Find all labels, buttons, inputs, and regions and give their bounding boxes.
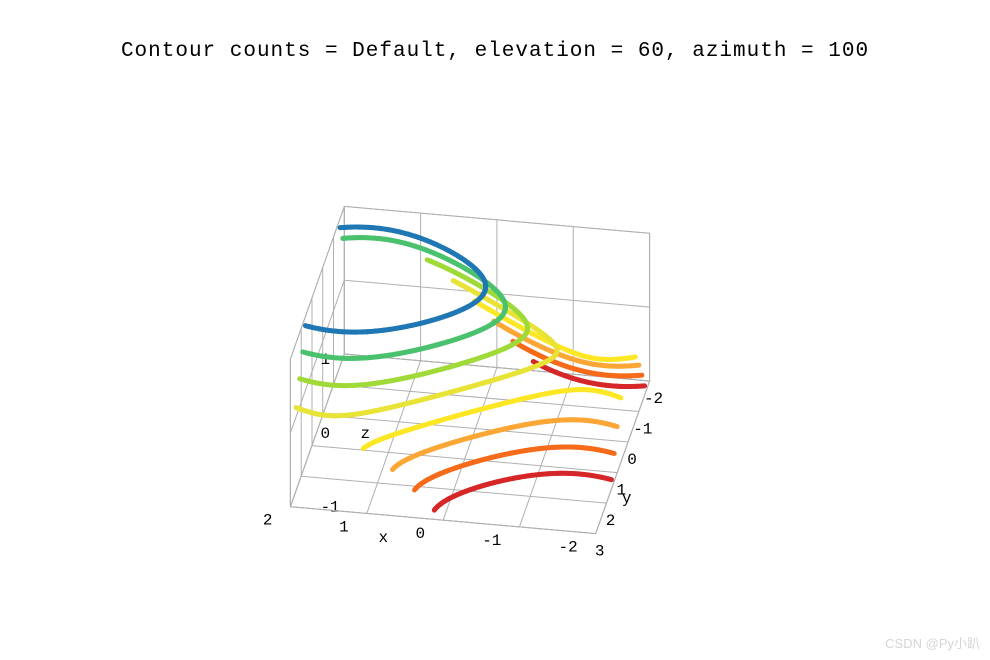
svg-text:-1: -1: [320, 499, 339, 517]
svg-text:1: 1: [339, 518, 349, 536]
svg-text:0: 0: [415, 525, 425, 543]
watermark: CSDN @Py小趴: [885, 633, 980, 652]
plot-3d: -2-1012x-2-10123y-101z: [0, 0, 990, 660]
svg-text:z: z: [360, 425, 370, 443]
svg-text:-1: -1: [482, 532, 501, 550]
figure: Contour counts = Default, elevation = 60…: [0, 0, 990, 660]
svg-text:3: 3: [595, 543, 605, 561]
svg-text:0: 0: [627, 451, 637, 469]
svg-text:x: x: [378, 529, 388, 547]
svg-text:2: 2: [263, 512, 273, 530]
svg-text:-2: -2: [644, 390, 663, 408]
svg-text:0: 0: [320, 425, 330, 443]
svg-text:y: y: [622, 489, 632, 507]
svg-text:-1: -1: [633, 420, 652, 438]
svg-text:2: 2: [606, 512, 616, 530]
svg-text:-2: -2: [559, 539, 578, 557]
